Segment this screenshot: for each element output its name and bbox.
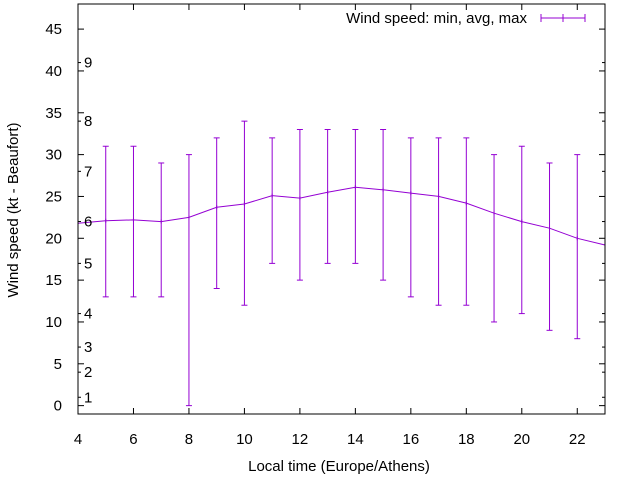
y-tick-label: 25: [45, 188, 62, 205]
plot-area: [77, 120, 606, 407]
beaufort-label-3: 3: [84, 339, 92, 356]
x-tick-label: 8: [185, 431, 193, 448]
x-tick-label: 14: [347, 431, 364, 448]
x-tick-label: 16: [402, 431, 419, 448]
x-tick-label: 20: [513, 431, 530, 448]
beaufort-label-2: 2: [84, 364, 92, 381]
plot-frame: [77, 3, 606, 415]
legend: Wind speed: min, avg, max: [346, 10, 586, 27]
x-tick-label: 4: [74, 431, 82, 448]
y-tick-label: 40: [45, 63, 62, 80]
beaufort-label-4: 4: [84, 306, 92, 323]
beaufort-label-5: 5: [84, 255, 92, 272]
beaufort-label-9: 9: [84, 55, 92, 72]
beaufort-label-1: 1: [84, 389, 92, 406]
x-tick-label: 12: [292, 431, 309, 448]
x-tick-label: 10: [236, 431, 253, 448]
x-tick-label: 6: [129, 431, 137, 448]
y-tick-label: 30: [45, 147, 62, 164]
y-tick-label: 0: [54, 398, 62, 415]
y-tick-label: 35: [45, 105, 62, 122]
avg-line: [77, 186, 606, 246]
beaufort-label-8: 8: [84, 113, 92, 130]
y-tick-label: 5: [54, 356, 62, 373]
y-tick-label: 45: [45, 21, 62, 38]
legend-label: Wind speed: min, avg, max: [346, 10, 527, 27]
beaufort-label-6: 6: [84, 214, 92, 231]
x-tick-label: 18: [458, 431, 475, 448]
y-tick-label: 15: [45, 272, 62, 289]
y-tick-label: 10: [45, 314, 62, 331]
beaufort-labels: 1 2 3 4 5 6 7 8 9: [78, 55, 605, 406]
x-axis-title: Local time (Europe/Athens): [248, 458, 430, 475]
beaufort-label-7: 7: [84, 163, 92, 180]
y-axis-title: Wind speed (kt - Beaufort): [5, 122, 22, 297]
x-tick-label: 22: [569, 431, 586, 448]
y-tick-label: 20: [45, 230, 62, 247]
